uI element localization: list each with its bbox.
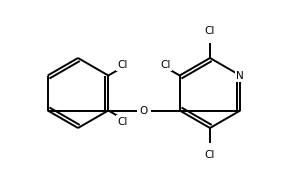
- Text: N: N: [236, 70, 244, 81]
- Text: O: O: [140, 105, 148, 116]
- Text: Cl: Cl: [205, 26, 215, 36]
- Text: Cl: Cl: [117, 60, 127, 70]
- Text: Cl: Cl: [205, 150, 215, 160]
- Text: Cl: Cl: [117, 116, 127, 126]
- Text: Cl: Cl: [161, 60, 171, 70]
